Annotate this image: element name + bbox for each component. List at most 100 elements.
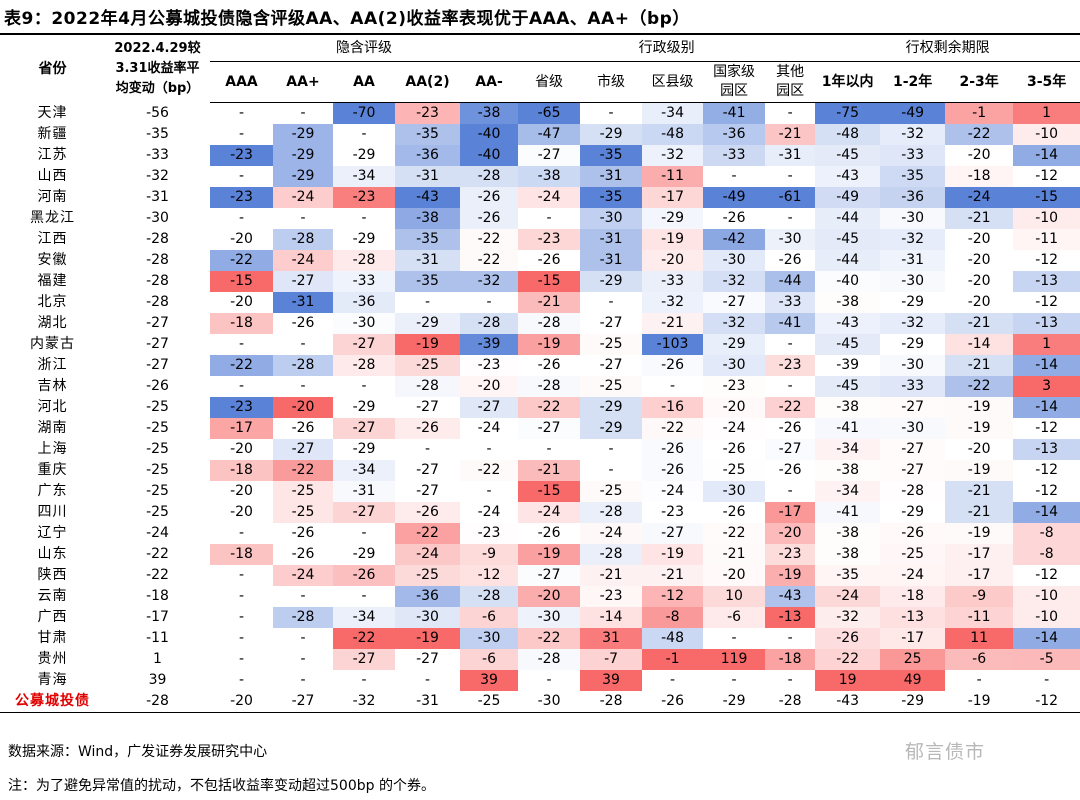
column-header: AA(2)	[395, 61, 460, 103]
value-cell: -	[238, 588, 245, 604]
table-row: 山西 -32- -29 -34 -31 -28 -38 -31 -11- - -43 -35 -18 -1…	[0, 166, 1080, 187]
value-cell: -13	[880, 607, 946, 628]
table-row: 重庆 -25 -18 -22 -34 -27 -22 -21- -26 -25 -26 -38 -27-…	[0, 460, 1080, 481]
value-cell: 25	[880, 649, 946, 670]
value-cell: -28	[460, 586, 519, 607]
value-cell: 31	[580, 628, 643, 649]
value-cell: -28	[518, 649, 581, 670]
value-cell: -26	[765, 460, 816, 481]
value-cell: -	[238, 168, 245, 184]
value-cell: -24	[642, 481, 704, 502]
column-header: AA-	[460, 61, 519, 103]
value-cell: -22	[765, 397, 816, 418]
value-cell: -19	[765, 565, 816, 586]
value-cell: -35	[395, 229, 460, 250]
value-cell: -39	[460, 334, 519, 355]
value-cell: -23	[210, 187, 273, 208]
value-cell: -29	[333, 229, 395, 250]
value-cell: -	[300, 378, 306, 394]
value-cell: -26	[395, 418, 460, 439]
value-cell: -20	[642, 250, 704, 271]
value-cell: -	[787, 378, 793, 394]
value-cell: -20	[945, 145, 1014, 166]
value-cell: -30	[518, 691, 581, 713]
column-header: 3-5年	[1013, 61, 1080, 103]
value-cell: -22	[460, 460, 519, 481]
value-cell: -	[546, 441, 552, 457]
value-cell: -32	[703, 271, 766, 292]
value-cell: -34	[333, 607, 395, 628]
value-cell: -17	[880, 628, 946, 649]
value-cell: -103	[642, 334, 704, 355]
value-cell: -29	[880, 502, 946, 523]
value-cell: -70	[333, 102, 395, 124]
value-cell: -27	[395, 481, 460, 502]
value-cell: -18	[945, 166, 1014, 187]
value-cell: -32	[880, 313, 946, 334]
value-cell: -28	[580, 691, 643, 713]
value-cell: -	[546, 210, 552, 226]
value-cell: -27	[273, 439, 333, 460]
value-cell: -26	[518, 250, 581, 271]
value-cell: -30	[703, 355, 766, 376]
value-cell: -31	[146, 189, 169, 205]
value-cell: -38	[815, 292, 881, 313]
province-name: 重庆	[37, 462, 68, 478]
value-cell: -26	[146, 378, 169, 394]
value-cell: -	[238, 567, 245, 583]
province-name: 新疆	[37, 126, 68, 142]
value-cell: -26	[273, 313, 333, 334]
value-cell: -30	[580, 208, 643, 229]
value-cell: -	[238, 651, 245, 667]
province-name: 黑龙江	[30, 210, 75, 226]
value-cell: -11	[945, 607, 1014, 628]
value-cell: 10	[703, 586, 766, 607]
value-cell: -38	[518, 166, 581, 187]
value-cell: -25	[273, 502, 333, 523]
value-cell: -25	[703, 460, 766, 481]
value-cell: -	[238, 630, 245, 646]
value-cell: -21	[518, 292, 581, 313]
value-cell: -41	[815, 502, 881, 523]
value-cell: -22	[460, 250, 519, 271]
table-row: 福建 -28 -15 -27 -33 -35 -32 -15 -29 -33 -32 -44 -40 -3…	[0, 271, 1080, 292]
value-cell: -19	[642, 544, 704, 565]
value-cell: -21	[518, 460, 581, 481]
value-cell: -25	[146, 441, 169, 457]
column-header: AA	[333, 61, 395, 103]
value-cell: -26	[460, 187, 519, 208]
value-cell: -28	[105, 691, 210, 713]
value-cell: -	[361, 672, 367, 688]
value-cell: -25	[146, 483, 169, 499]
value-cell: -32	[815, 607, 881, 628]
value-cell: -20	[210, 481, 273, 502]
value-cell: -25	[273, 481, 333, 502]
value-cell: -21	[580, 565, 643, 586]
value-cell: -7	[580, 649, 643, 670]
value-cell: -43	[815, 166, 881, 187]
value-cell: -	[608, 294, 614, 310]
value-cell: -	[361, 525, 367, 541]
value-cell: -23	[703, 376, 766, 397]
data-table: 省份 2022.4.29较 3.31收益率平 均变动（bp） 隐含评级 行政级别 行权剩…	[0, 33, 1080, 713]
value-cell: -25	[580, 334, 643, 355]
value-cell: -18	[765, 649, 816, 670]
value-cell: -23	[765, 544, 816, 565]
value-cell: -20	[210, 439, 273, 460]
value-cell: -22	[146, 567, 169, 583]
value-cell: -13	[1013, 313, 1080, 334]
table-row: 湖北 -27 -18 -26 -30 -29 -28 -28 -27 -21 -32 -41 -43 -3…	[0, 313, 1080, 334]
value-cell: -36	[395, 145, 460, 166]
value-cell: -	[300, 588, 306, 604]
value-cell: -31	[395, 691, 460, 713]
value-cell: -28	[518, 313, 581, 334]
value-cell: -48	[642, 124, 704, 145]
value-cell: -	[238, 609, 245, 625]
value-cell: -	[300, 210, 306, 226]
column-header: 省级	[518, 61, 581, 103]
table-row: 天津 -56 - - -70 -23 -38 -65 - -34 -41 - -75 -49 -1 1	[0, 102, 1080, 124]
value-cell: -24	[146, 525, 169, 541]
value-cell: -24	[460, 418, 519, 439]
value-cell: -23	[210, 397, 273, 418]
value-cell: -33	[880, 145, 946, 166]
